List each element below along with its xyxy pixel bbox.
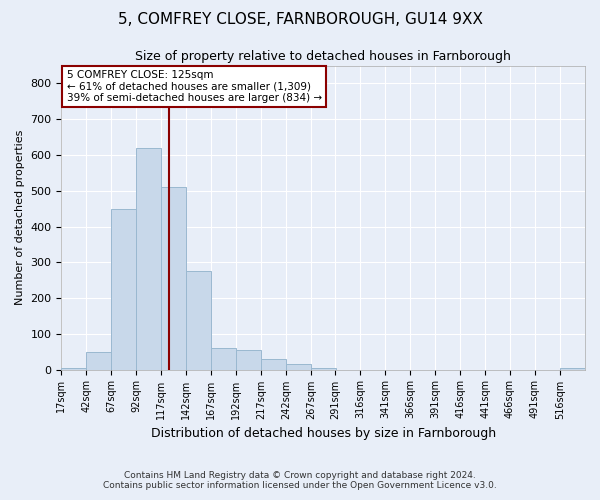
Bar	[261, 359, 286, 370]
Bar	[136, 148, 161, 370]
Bar	[560, 368, 585, 370]
Bar	[161, 187, 187, 370]
Bar	[211, 348, 236, 370]
Bar	[61, 368, 86, 370]
X-axis label: Distribution of detached houses by size in Farnborough: Distribution of detached houses by size …	[151, 427, 496, 440]
Y-axis label: Number of detached properties: Number of detached properties	[15, 130, 25, 305]
Bar	[187, 271, 211, 370]
Title: Size of property relative to detached houses in Farnborough: Size of property relative to detached ho…	[135, 50, 511, 63]
Text: 5, COMFREY CLOSE, FARNBOROUGH, GU14 9XX: 5, COMFREY CLOSE, FARNBOROUGH, GU14 9XX	[118, 12, 482, 28]
Text: 5 COMFREY CLOSE: 125sqm
← 61% of detached houses are smaller (1,309)
39% of semi: 5 COMFREY CLOSE: 125sqm ← 61% of detache…	[67, 70, 322, 103]
Text: Contains HM Land Registry data © Crown copyright and database right 2024.
Contai: Contains HM Land Registry data © Crown c…	[103, 470, 497, 490]
Bar	[112, 208, 136, 370]
Bar	[236, 350, 261, 370]
Bar	[286, 364, 311, 370]
Bar	[86, 352, 112, 370]
Bar	[311, 368, 336, 370]
